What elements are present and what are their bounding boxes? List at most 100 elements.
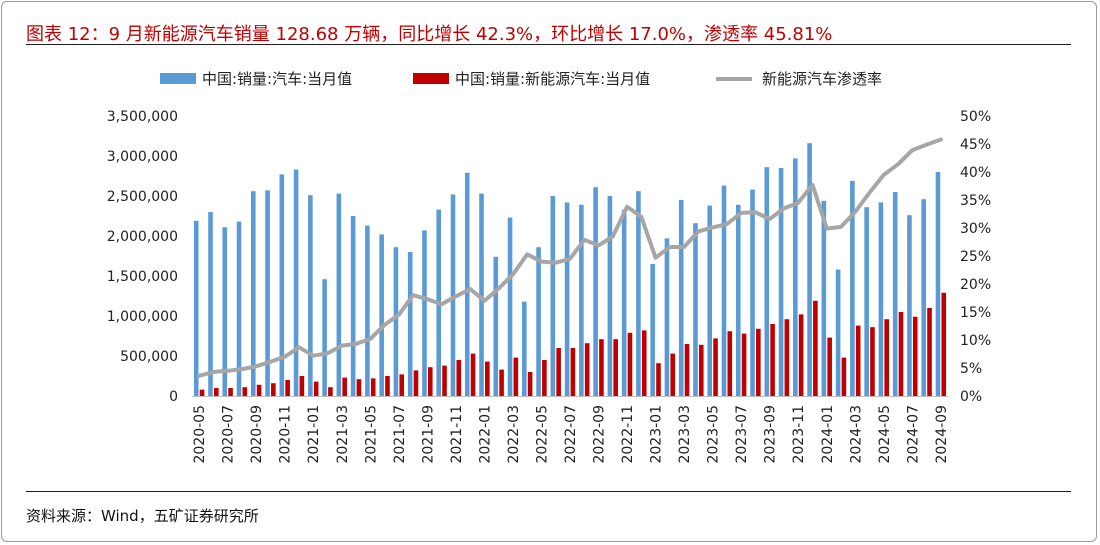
bar-total-sales [907, 215, 912, 396]
bar-nev-sales [456, 360, 461, 396]
legend-swatch [160, 73, 196, 84]
bar-nev-sales [899, 312, 904, 396]
right-axis-tick-label: 30% [960, 221, 991, 237]
x-axis-tick-label: 2020-11 [278, 405, 294, 464]
bar-nev-sales [941, 293, 946, 396]
bar-nev-sales [385, 376, 390, 396]
bar-nev-sales [499, 370, 504, 396]
bar-total-sales [208, 212, 213, 396]
x-axis-tick-label: 2021-01 [306, 405, 322, 464]
bar-nev-sales [799, 314, 804, 396]
source-note: 资料来源：Wind，五矿证券研究所 [26, 505, 259, 526]
legend-label: 中国:销量:汽车:当月值 [202, 70, 352, 88]
x-axis-tick-label: 2023-07 [734, 405, 750, 464]
bar-nev-sales [399, 374, 404, 396]
bar-total-sales [465, 173, 470, 396]
bar-nev-sales [371, 378, 376, 396]
x-axis-tick-label: 2024-03 [848, 405, 864, 464]
bar-nev-sales [670, 354, 675, 396]
x-axis-tick-label: 2022-05 [534, 405, 550, 464]
x-axis-tick-label: 2023-05 [706, 405, 722, 464]
bar-total-sales [722, 186, 727, 396]
bar-nev-sales [599, 339, 604, 396]
bar-total-sales [736, 205, 741, 396]
x-axis-tick-label: 2020-07 [221, 405, 237, 464]
bar-nev-sales [314, 382, 319, 396]
bar-total-sales [322, 279, 327, 396]
x-axis-tick-label: 2022-07 [563, 405, 579, 464]
bar-nev-sales [257, 385, 262, 396]
bar-nev-sales [243, 387, 248, 396]
legend-label: 新能源汽车渗透率 [762, 70, 882, 88]
right-axis-tick-label: 10% [960, 333, 991, 349]
bar-total-sales [551, 196, 556, 396]
bar-nev-sales [571, 348, 576, 396]
bar-nev-sales [827, 338, 832, 396]
right-axis-tick-label: 5% [960, 361, 982, 377]
x-axis-tick-label: 2021-09 [420, 405, 436, 464]
source-rule [26, 491, 1071, 492]
x-axis-tick-label: 2022-01 [477, 405, 493, 464]
x-axis-tick-label: 2021-05 [363, 405, 379, 464]
bar-nev-sales [200, 390, 205, 396]
bar-nev-sales [842, 358, 847, 396]
bar-total-sales [493, 257, 498, 396]
bar-total-sales [593, 187, 598, 396]
right-axis-tick-label: 20% [960, 277, 991, 293]
bar-nev-sales [414, 370, 419, 396]
right-axis-tick-label: 50% [960, 109, 991, 125]
bar-nev-sales [642, 330, 647, 396]
left-axis-tick-label: 2,000,000 [107, 229, 178, 245]
bar-total-sales [280, 174, 285, 396]
x-axis-tick-label: 2021-11 [449, 405, 465, 464]
bar-nev-sales [656, 363, 661, 396]
x-axis-tick-label: 2023-03 [677, 405, 693, 464]
left-axis-tick-label: 0 [169, 389, 178, 405]
bar-nev-sales [471, 354, 476, 396]
right-axis-tick-label: 15% [960, 305, 991, 321]
bar-nev-sales [742, 334, 747, 396]
right-axis-tick-label: 35% [960, 193, 991, 209]
bar-total-sales [365, 226, 370, 396]
bar-total-sales [650, 264, 655, 396]
combo-chart: 0500,0001,000,0001,500,0002,000,0002,500… [0, 0, 1100, 545]
x-axis-tick-label: 2022-11 [620, 405, 636, 464]
bar-nev-sales [770, 324, 775, 396]
bar-nev-sales [342, 378, 347, 396]
left-axis-tick-label: 1,500,000 [107, 269, 178, 285]
bar-nev-sales [685, 344, 690, 396]
bar-nev-sales [728, 331, 733, 396]
bar-total-sales [508, 218, 513, 396]
bar-total-sales [337, 194, 342, 396]
x-axis-tick-label: 2023-01 [649, 405, 665, 464]
x-axis-tick-label: 2022-09 [592, 405, 608, 464]
bar-total-sales [793, 158, 798, 396]
bar-total-sales [879, 202, 884, 396]
bar-total-sales [864, 207, 869, 396]
bar-total-sales [394, 247, 399, 396]
bar-total-sales [807, 143, 812, 396]
bar-total-sales [536, 247, 541, 396]
bar-nev-sales [514, 358, 519, 396]
x-axis-tick-label: 2023-09 [763, 405, 779, 464]
bar-nev-sales [699, 345, 704, 396]
bar-total-sales [636, 191, 641, 396]
bar-nev-sales [585, 343, 590, 396]
bar-total-sales [936, 172, 941, 396]
x-axis-tick-label: 2024-07 [905, 405, 921, 464]
bar-nev-sales [813, 301, 818, 396]
bar-total-sales [565, 202, 570, 396]
bar-nev-sales [542, 360, 547, 396]
bar-nev-sales [556, 348, 561, 396]
bar-total-sales [622, 210, 627, 396]
bar-total-sales [921, 199, 926, 396]
left-axis-tick-label: 1,000,000 [107, 309, 178, 325]
bar-nev-sales [613, 339, 618, 396]
bar-nev-sales [328, 387, 333, 396]
bar-nev-sales [713, 338, 718, 396]
bar-total-sales [579, 205, 584, 396]
bar-nev-sales [628, 333, 633, 396]
bar-total-sales [665, 238, 670, 396]
x-axis-tick-label: 2020-09 [249, 405, 265, 464]
bar-nev-sales [357, 379, 362, 396]
